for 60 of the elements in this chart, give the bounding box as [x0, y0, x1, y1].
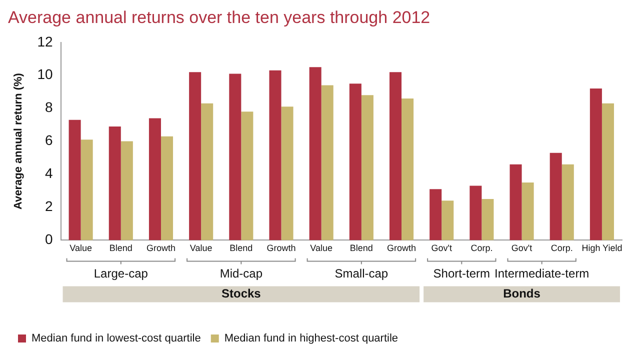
bar [189, 72, 202, 240]
x-tick-label: Value [190, 243, 212, 254]
bar [269, 70, 282, 240]
text: Bonds [503, 286, 541, 301]
x-tick-label: Gov't [511, 243, 533, 254]
bar [590, 88, 602, 240]
text: Stocks [221, 286, 262, 301]
bar [108, 126, 121, 240]
bar [321, 85, 334, 240]
x-tick-label: High Yield [582, 243, 622, 254]
bar [201, 103, 214, 240]
text: Mid-cap [220, 266, 263, 281]
bar [80, 140, 93, 240]
legend-label: Median fund in highest-cost quartile [224, 332, 398, 345]
bar [442, 200, 454, 240]
x-tick-label: Blend [350, 243, 373, 254]
x-tick-label: Growth [387, 243, 416, 254]
bar [148, 118, 161, 240]
bar [470, 186, 482, 240]
y-tick-label: 2 [44, 198, 53, 214]
bar [160, 136, 174, 240]
bar [389, 72, 402, 240]
x-tick-label: Blend [230, 243, 253, 254]
y-tick-label: 6 [44, 132, 53, 148]
bar [309, 67, 322, 240]
y-tick-label: 8 [44, 99, 53, 116]
chart-title: Average annual returns over the ten years through 2012 [8, 8, 430, 27]
x-tick-label: Value [310, 243, 333, 254]
bar [349, 84, 362, 240]
bar [482, 198, 494, 240]
bar [550, 152, 562, 240]
y-tick-label: 4 [44, 165, 53, 182]
y-axis-title: Average annual return (%) [12, 72, 25, 210]
bar [602, 103, 614, 240]
bar [510, 164, 522, 240]
x-tick-label: Blend [109, 243, 132, 254]
bar [120, 141, 133, 240]
legend-label: Median fund in lowest-cost quartile [32, 332, 201, 345]
text: Intermediate-term [494, 266, 590, 281]
y-tick-label: 12 [37, 33, 53, 50]
y-tick-label: 10 [37, 66, 53, 82]
y-tick-label: 0 [44, 231, 53, 248]
x-tick-label: Value [70, 243, 92, 254]
bar [68, 120, 81, 240]
bar [241, 112, 254, 240]
x-tick-label: Growth [266, 243, 296, 254]
bar [229, 74, 242, 240]
x-tick-label: Growth [146, 243, 176, 254]
bar [430, 189, 442, 240]
bar [281, 106, 294, 240]
x-tick-label: Gov't [431, 243, 452, 254]
bar [402, 98, 414, 240]
text: Small-cap [334, 266, 388, 281]
text: Short-term [433, 266, 490, 281]
x-tick-label: Corp. [470, 243, 493, 254]
x-tick-label: Corp. [550, 243, 573, 254]
bar [361, 95, 374, 240]
bar [522, 182, 534, 240]
bar [562, 164, 574, 240]
text: Large-cap [94, 266, 148, 281]
